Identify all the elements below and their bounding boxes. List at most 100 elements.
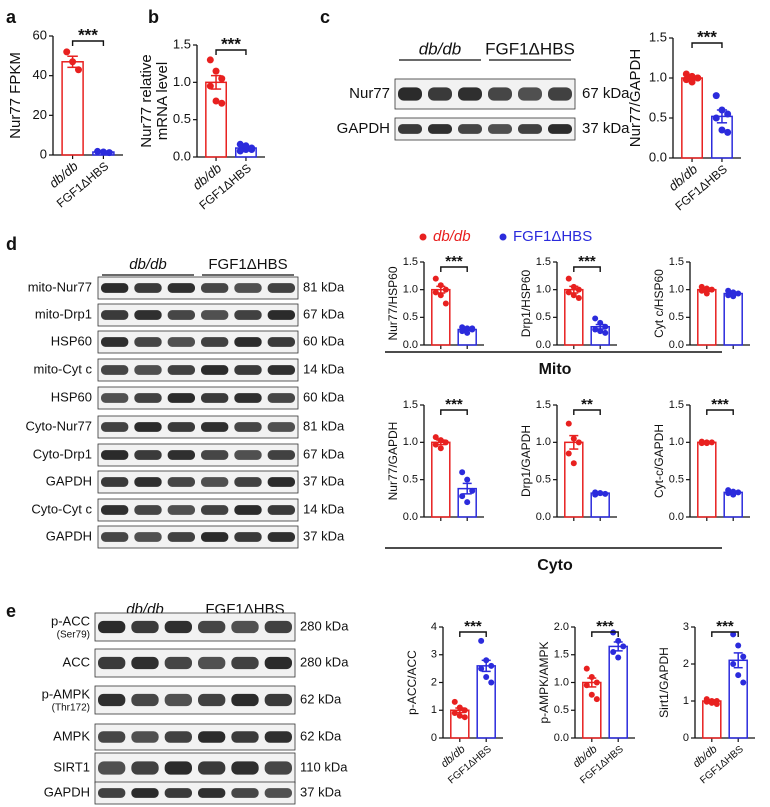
blot-size-label: 37 kDa	[582, 120, 630, 137]
blot-size-label: 67 kDa	[303, 306, 345, 321]
data-point	[724, 110, 732, 118]
significance-label: ***	[445, 253, 463, 270]
blot-band	[198, 693, 226, 707]
blot-row-sublabel: (Ser79)	[57, 630, 90, 641]
blot-band	[134, 393, 162, 403]
y-axis-label: Drp1/GAPDH	[519, 425, 533, 497]
blot-row-label: Cyto-Nur77	[26, 418, 92, 433]
data-point	[451, 710, 458, 717]
data-point	[735, 642, 742, 649]
data-point	[469, 325, 476, 332]
blot-band	[198, 656, 226, 670]
bar	[681, 77, 703, 159]
blot-group-label: FGF1ΔHBS	[208, 256, 287, 273]
y-tick-label: 2	[683, 658, 689, 670]
data-point	[461, 707, 468, 714]
significance-bracket	[591, 631, 619, 637]
blot-band	[201, 310, 229, 320]
blot-band	[101, 450, 129, 460]
blot-band	[267, 310, 295, 320]
blot-band	[131, 656, 159, 670]
blot-frame	[94, 648, 296, 678]
blot-frame	[94, 723, 296, 751]
y-tick-label: 0.5	[649, 109, 667, 124]
y-axis-label: Cyt c/HSP60	[652, 269, 666, 338]
data-point	[565, 289, 572, 296]
data-point	[708, 699, 715, 706]
y-axis-label: Nur77 FPKM	[7, 52, 24, 139]
y-axis-label: Cyt-c/GAPDH	[652, 424, 666, 498]
blot-size-label: 110 kDa	[300, 759, 348, 774]
data-point	[442, 439, 449, 446]
blot-size-label: 280 kDa	[300, 618, 349, 633]
blot-band	[167, 450, 195, 460]
blot-band	[264, 620, 292, 634]
data-point	[565, 420, 572, 427]
bar	[61, 61, 84, 156]
blot-band	[198, 731, 226, 743]
blot-band	[198, 788, 226, 798]
blot-row-label: GAPDH	[46, 473, 92, 488]
blot-band	[167, 393, 195, 403]
blot-frame	[394, 78, 576, 110]
data-point	[456, 712, 463, 719]
data-point	[236, 147, 244, 155]
significance-label: ***	[697, 27, 717, 46]
blot-band	[101, 365, 129, 375]
blot-size-label: 67 kDa	[582, 85, 630, 102]
legend-label: FGF1ΔHBS	[513, 228, 592, 245]
panel-label: d	[6, 234, 17, 254]
y-tick-label: 0.5	[403, 311, 418, 323]
blot-row-label: AMPK	[53, 728, 90, 743]
blot-band	[201, 477, 229, 487]
data-point	[597, 319, 604, 326]
blot-band	[267, 422, 295, 432]
blot-size-label: 37 kDa	[300, 784, 342, 799]
data-point	[698, 287, 705, 294]
y-axis-label: p-ACC/ACC	[405, 650, 419, 715]
blot-band	[98, 761, 126, 775]
blot-band	[164, 731, 192, 743]
blot-size-label: 67 kDa	[303, 446, 345, 461]
blot-band	[264, 788, 292, 798]
data-point	[575, 294, 582, 301]
blot-band	[101, 477, 129, 487]
data-point	[718, 126, 726, 134]
data-point	[206, 56, 214, 64]
data-point	[597, 490, 604, 497]
blot-band	[201, 450, 229, 460]
significance-bracket	[691, 42, 723, 48]
blot-band	[101, 505, 129, 515]
data-point	[615, 654, 622, 661]
blot-band	[267, 337, 295, 347]
blot-band	[234, 283, 262, 293]
data-point	[464, 329, 471, 336]
blot-band	[234, 532, 262, 542]
blot-band	[231, 693, 259, 707]
significance-bracket	[573, 409, 601, 415]
significance-label: **	[581, 396, 593, 413]
data-point	[688, 78, 696, 86]
blot-band	[98, 620, 126, 634]
data-point	[730, 491, 737, 498]
data-point	[682, 70, 690, 78]
blot-group-label: db/db	[129, 256, 167, 273]
blot-size-label: 14 kDa	[303, 501, 345, 516]
y-axis-label: Nur77/GAPDH	[627, 49, 644, 147]
y-axis-label: mRNA level	[154, 62, 171, 140]
blot-band	[234, 422, 262, 432]
data-point	[592, 491, 599, 498]
panel-label: b	[148, 7, 159, 27]
blot-row-label: mito-Cyt c	[34, 361, 93, 376]
data-point	[740, 679, 747, 686]
blot-group-label: FGF1ΔHBS	[485, 39, 575, 58]
y-axis-label: p-AMPK/AMPK	[537, 641, 551, 723]
y-tick-label: 0.5	[403, 474, 418, 486]
blot-band	[428, 124, 452, 134]
y-tick-label: 1.5	[669, 256, 684, 268]
significance-bracket	[215, 49, 247, 55]
data-point	[583, 665, 590, 672]
data-point	[740, 653, 747, 660]
data-point	[437, 282, 444, 289]
